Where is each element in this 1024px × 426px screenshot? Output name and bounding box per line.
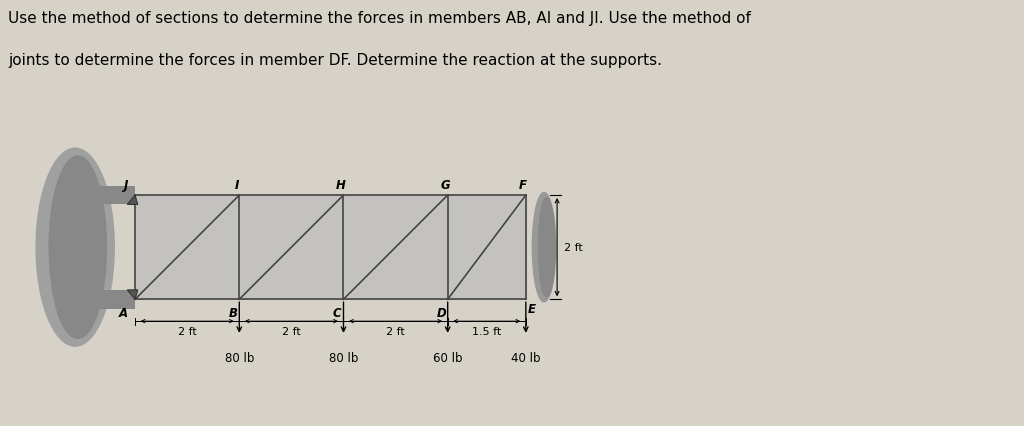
Text: 60 lb: 60 lb [433, 351, 463, 365]
Text: 40 lb: 40 lb [511, 351, 541, 365]
Ellipse shape [49, 157, 106, 339]
Polygon shape [127, 196, 137, 205]
Ellipse shape [539, 198, 555, 297]
Text: 80 lb: 80 lb [329, 351, 358, 365]
Text: J: J [124, 178, 128, 191]
Text: G: G [440, 178, 450, 191]
Text: Use the method of sections to determine the forces in members AB, AI and JI. Use: Use the method of sections to determine … [8, 11, 751, 26]
Text: D: D [436, 306, 446, 319]
Text: joints to determine the forces in member DF. Determine the reaction at the suppo: joints to determine the forces in member… [8, 53, 663, 68]
Text: I: I [234, 178, 239, 191]
Text: H: H [336, 178, 346, 191]
Text: 2 ft: 2 ft [178, 327, 197, 337]
Text: C: C [333, 306, 342, 319]
Text: 2 ft: 2 ft [564, 242, 583, 253]
Text: 1.5 ft: 1.5 ft [472, 327, 502, 337]
Text: 2 ft: 2 ft [386, 327, 404, 337]
Ellipse shape [532, 193, 556, 302]
Ellipse shape [36, 149, 115, 346]
Text: 80 lb: 80 lb [224, 351, 254, 365]
FancyBboxPatch shape [91, 290, 135, 309]
Text: B: B [228, 306, 238, 319]
Text: 2 ft: 2 ft [282, 327, 301, 337]
Polygon shape [135, 196, 526, 299]
Text: A: A [119, 306, 128, 319]
Text: E: E [528, 302, 537, 315]
Text: F: F [519, 178, 527, 191]
FancyBboxPatch shape [91, 186, 135, 205]
Polygon shape [127, 290, 137, 299]
